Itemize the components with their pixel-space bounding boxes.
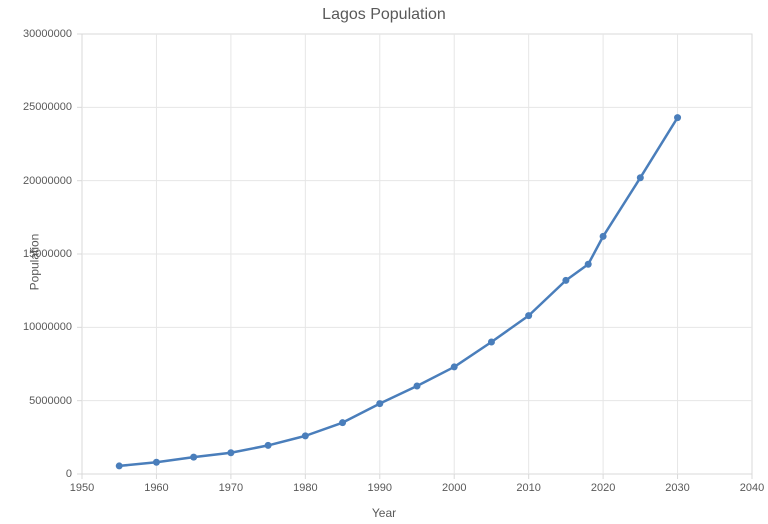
population-chart: Lagos Population Population Year 0500000… [0,0,768,524]
plot-area [0,0,768,524]
